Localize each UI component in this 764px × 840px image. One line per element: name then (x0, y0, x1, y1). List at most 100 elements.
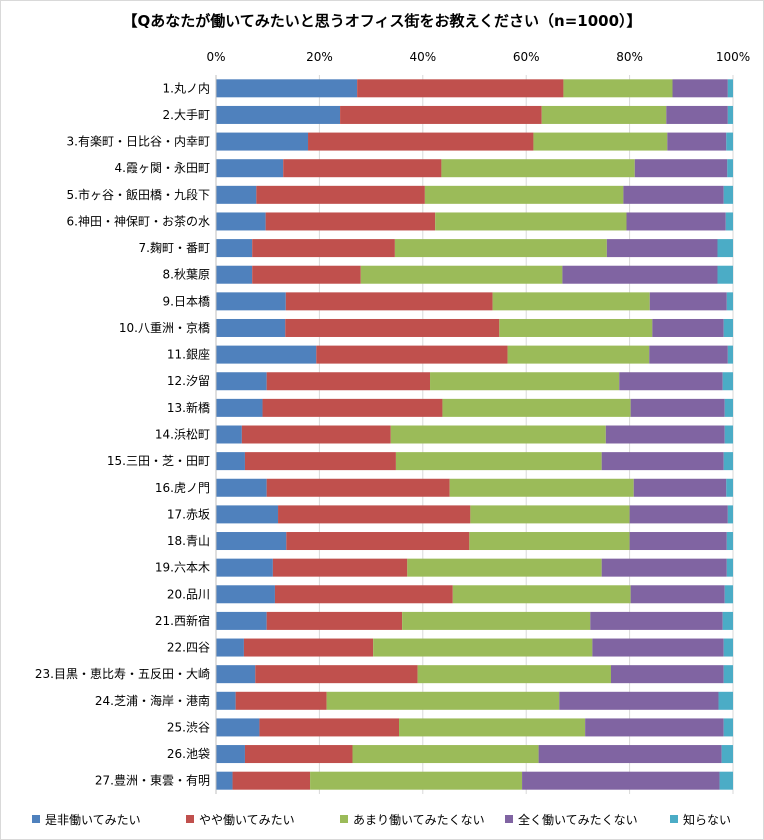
bar-segment (285, 292, 493, 311)
category-label: 26.池袋 (167, 747, 210, 761)
bar-segment (252, 265, 361, 284)
category-label: 1.丸ノ内 (163, 81, 210, 95)
bar-segment (216, 558, 273, 577)
bar-segment (723, 185, 733, 204)
bar-segment (407, 558, 602, 577)
bar-segment (216, 239, 253, 258)
category-label: 14.浜松町 (155, 428, 210, 442)
bar-segment (672, 79, 728, 98)
bar-segment (492, 292, 650, 311)
bar-segment (394, 239, 607, 258)
bar-segment (726, 558, 733, 577)
bar-segment (630, 398, 725, 417)
legend-label: 是非働いてみたい (45, 813, 141, 827)
category-label: 3.有楽町・日比谷・内幸町 (67, 135, 210, 149)
category-label: 4.霞ヶ関・永田町 (115, 161, 210, 175)
category-label: 22.四谷 (167, 641, 210, 655)
x-tick-label: 40% (409, 50, 436, 64)
category-label: 17.赤坂 (167, 507, 210, 521)
bar-segment (727, 159, 733, 178)
category-label: 11.銀座 (167, 347, 210, 362)
bar-segment (216, 452, 245, 471)
bar-segment (266, 478, 450, 497)
category-label: 9.日本橋 (163, 294, 210, 308)
bar-segment (216, 212, 266, 231)
bar-segment (216, 159, 284, 178)
bars (216, 79, 733, 790)
category-labels: 1.丸ノ内 2.大手町 3.有楽町・日比谷・内幸町 4.霞ヶ関・永田町 5.市ヶ谷・飯田… (35, 81, 210, 787)
category-label: 10.八重洲・京橋 (119, 321, 210, 335)
legend: 是非働いてみたい やや働いてみたい あまり働いてみたくない 全く働いてみたくない 知らな… (32, 812, 731, 827)
bar-segment (266, 611, 403, 630)
bar-segment (326, 691, 560, 710)
bar-segment (216, 691, 236, 710)
bar-segment (626, 212, 726, 231)
bar-segment (352, 745, 539, 764)
bar-segment (442, 398, 631, 417)
category-label: 13.新橋 (167, 400, 210, 415)
bar-segment (216, 638, 244, 657)
bar-segment (235, 691, 327, 710)
category-label: 16.虎ノ門 (155, 481, 210, 495)
bar-segment (623, 185, 724, 204)
bar-segment (216, 425, 242, 444)
legend-swatch (670, 815, 678, 823)
category-label: 19.六本木 (155, 561, 210, 575)
bar-segment (216, 318, 286, 337)
legend-swatch (186, 815, 194, 823)
bar-segment (541, 105, 667, 124)
category-label: 23.目黒・恵比寿・五反田・大崎 (35, 667, 210, 681)
bar-segment (259, 718, 400, 737)
bar-segment (723, 452, 733, 471)
category-label: 7.麹町・番町 (139, 240, 210, 255)
bar-segment (722, 611, 733, 630)
bar-segment (562, 265, 718, 284)
category-label: 8.秋葉原 (163, 268, 210, 282)
bar-segment (216, 745, 245, 764)
bar-segment (424, 185, 624, 204)
bar-segment (390, 425, 606, 444)
bar-segment (559, 691, 719, 710)
bar-segment (216, 79, 358, 98)
bar-segment (619, 372, 723, 391)
bar-segment (256, 185, 425, 204)
bar-segment (507, 345, 650, 364)
bar-segment (726, 292, 733, 311)
bar-segment (216, 505, 279, 524)
bar-segment (610, 665, 724, 684)
bar-segment (725, 212, 733, 231)
legend-swatch (340, 815, 348, 823)
category-label: 21.西新宿 (155, 613, 210, 628)
bar-segment (606, 239, 718, 258)
bar-segment (417, 665, 611, 684)
bar-segment (252, 239, 395, 258)
bar-segment (726, 478, 733, 497)
legend-label: 全く働いてみたくない (518, 812, 638, 827)
bar-segment (717, 265, 733, 284)
bar-segment (308, 132, 534, 151)
bar-segment (470, 505, 630, 524)
bar-segment (649, 345, 728, 364)
category-label: 6.神田・神保町・お茶の水 (67, 213, 210, 228)
bar-segment (243, 638, 374, 657)
bar-segment (402, 611, 591, 630)
bar-segment (435, 212, 627, 231)
category-label: 24.芝浦・海岸・港南 (95, 693, 210, 708)
x-tick-label: 100% (716, 50, 750, 64)
category-label: 20.品川 (167, 587, 210, 601)
bar-segment (533, 132, 668, 151)
bar-segment (373, 638, 593, 657)
bar-segment (601, 452, 724, 471)
bar-segment (430, 372, 620, 391)
x-tick-label: 20% (306, 50, 333, 64)
category-label: 18.青山 (167, 534, 210, 548)
bar-segment (727, 105, 733, 124)
legend-swatch (505, 815, 513, 823)
bar-segment (721, 745, 733, 764)
bar-segment (605, 425, 725, 444)
bar-segment (563, 79, 673, 98)
bar-segment (499, 318, 653, 337)
bar-segment (232, 771, 311, 790)
bar-segment (357, 79, 564, 98)
